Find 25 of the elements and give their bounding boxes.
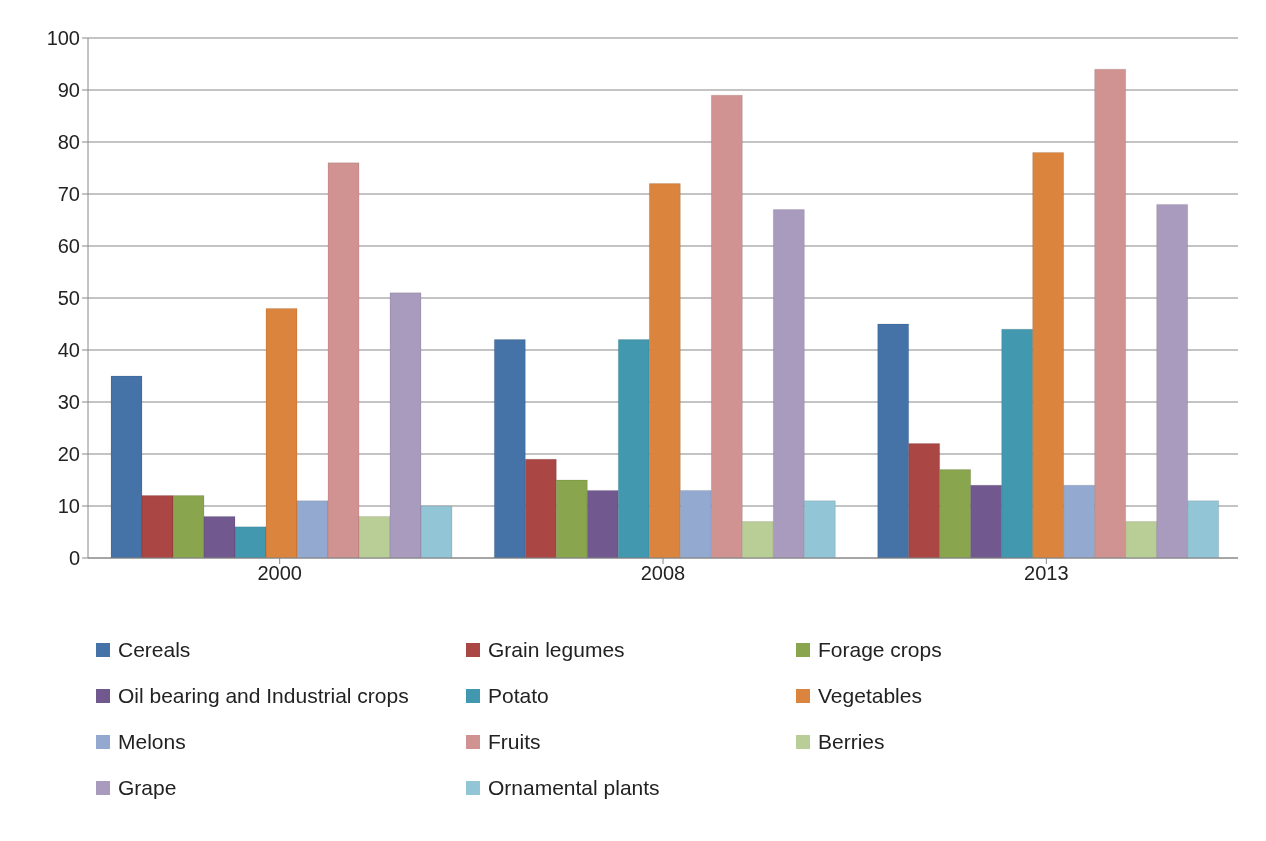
y-tick-label: 40 xyxy=(57,339,80,362)
x-tick-label: 2013 xyxy=(1024,562,1069,585)
legend-label: Berries xyxy=(818,730,885,754)
legend-label: Potato xyxy=(488,684,549,708)
y-tick-label: 50 xyxy=(57,287,80,310)
y-tick-label: 20 xyxy=(57,443,80,466)
y-tick-label: 70 xyxy=(57,183,80,206)
x-tick-label: 2000 xyxy=(257,562,302,585)
x-tick-label: 2008 xyxy=(640,562,686,585)
legend-label: Ornamental plants xyxy=(488,776,660,800)
y-tick-label: 60 xyxy=(57,235,80,258)
y-tick-label: 80 xyxy=(57,131,80,154)
y-tick-label: 0 xyxy=(68,547,80,570)
legend-label: Oil bearing and Industrial crops xyxy=(118,684,409,708)
legend-label: Cereals xyxy=(118,638,191,662)
y-tick-label: 30 xyxy=(57,391,80,414)
y-tick-label: 10 xyxy=(57,495,80,518)
y-tick-label: 90 xyxy=(57,79,80,102)
legend-label: Fruits xyxy=(488,730,541,754)
legend-label: Melons xyxy=(118,730,186,754)
y-tick-label: 100 xyxy=(46,27,80,50)
legend-label: Grain legumes xyxy=(488,638,625,662)
legend-label: Vegetables xyxy=(818,684,922,708)
legend-label: Forage crops xyxy=(818,638,942,662)
legend-label: Grape xyxy=(118,776,177,800)
